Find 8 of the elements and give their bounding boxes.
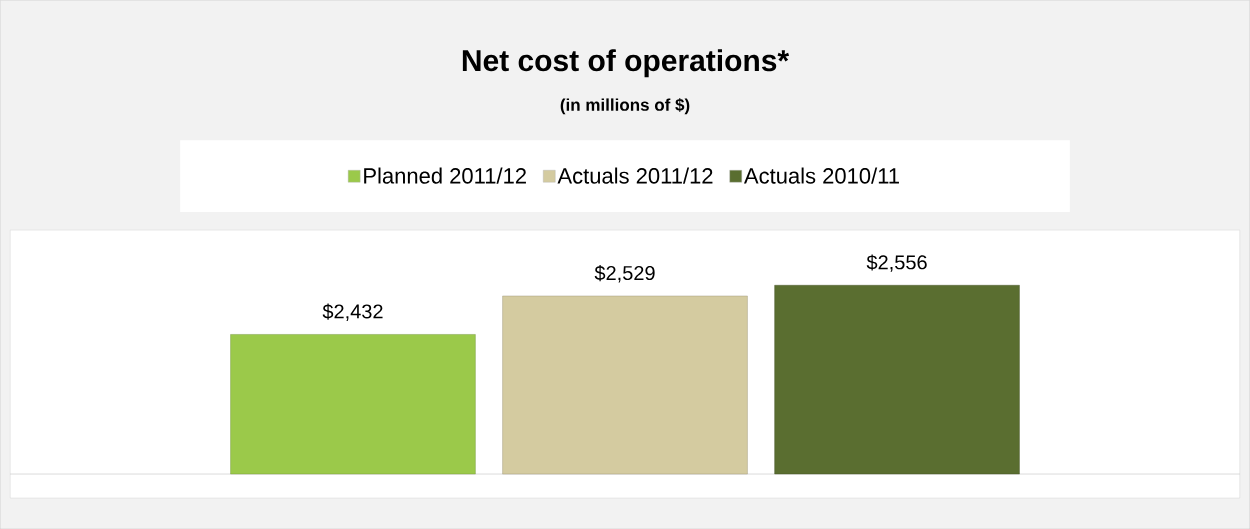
- chart-subtitle: (in millions of $): [560, 97, 690, 115]
- data-label: $2,529: [594, 264, 655, 283]
- chart-title: Net cost of operations*: [462, 49, 790, 78]
- legend-label: Actuals 2011/12: [557, 167, 713, 184]
- legend-label: Planned 2011/12: [364, 167, 526, 184]
- legend-label: Actuals 2010/11: [743, 167, 899, 184]
- data-label: $2,432: [322, 303, 383, 321]
- data-label: $2,556: [866, 254, 927, 272]
